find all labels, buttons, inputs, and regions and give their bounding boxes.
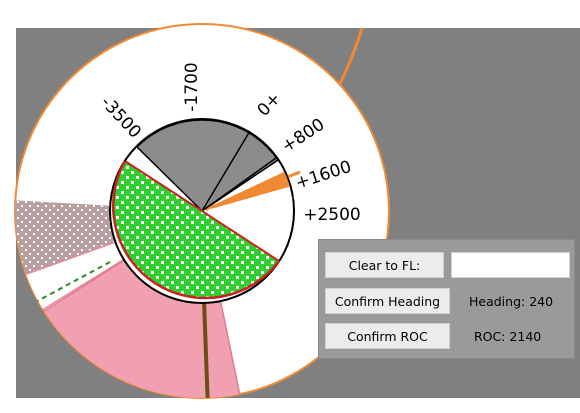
flight-level-input[interactable] bbox=[451, 252, 570, 278]
divider-line bbox=[201, 157, 277, 212]
control-panel: Clear to FL: Confirm Heading Heading: 24… bbox=[318, 239, 575, 359]
roc-dial-border bbox=[109, 118, 295, 304]
clear-to-fl-button[interactable]: Clear to FL: bbox=[325, 252, 444, 278]
heading-readout: Heading: 240 bbox=[469, 294, 554, 309]
roc-readout: ROC: 2140 bbox=[474, 329, 542, 344]
confirm-roc-button[interactable]: Confirm ROC bbox=[325, 323, 450, 349]
roc-label-minus-1700: -1700 bbox=[182, 62, 202, 111]
green-dashed-line bbox=[29, 261, 111, 306]
bottom-margin bbox=[0, 398, 580, 409]
divider-line bbox=[201, 130, 251, 212]
roc-label-plus-2500: +2500 bbox=[303, 205, 361, 225]
heading-line bbox=[202, 299, 210, 398]
confirm-heading-button[interactable]: Confirm Heading bbox=[325, 288, 450, 314]
green-sector-arc bbox=[111, 160, 281, 300]
top-margin bbox=[0, 0, 580, 28]
left-margin bbox=[0, 0, 16, 409]
orange-pointer bbox=[201, 170, 301, 213]
white-dashed-line bbox=[201, 197, 297, 212]
